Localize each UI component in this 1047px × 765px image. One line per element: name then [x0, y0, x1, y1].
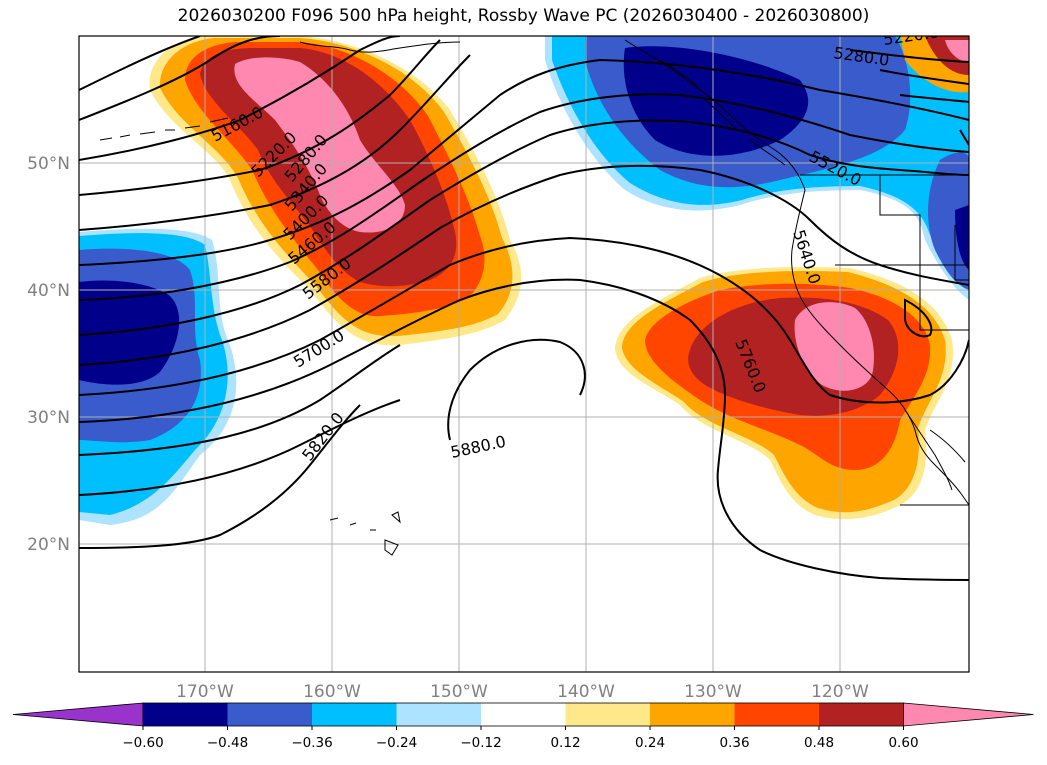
- colorbar-tick-label: 0.12: [550, 735, 580, 751]
- lon-label: 150°W: [430, 682, 488, 702]
- coastlines: [99, 39, 969, 556]
- colorbar-extend-low: [12, 702, 144, 727]
- colorbar-frame: [142, 702, 904, 727]
- colorbar-tick-label: −0.24: [376, 735, 417, 751]
- lon-label: 130°W: [684, 682, 742, 702]
- colorbar-tick-label: −0.60: [122, 735, 163, 751]
- lat-label: 50°N: [27, 154, 70, 174]
- latitude-labels: 50°N 40°N 30°N 20°N: [27, 154, 70, 555]
- colorbar-tick-label: −0.48: [207, 735, 248, 751]
- colorbar-tick-label: 0.24: [635, 735, 665, 751]
- colorbar-swatch: [143, 703, 228, 726]
- height-contours: [79, 36, 969, 581]
- colorbar-tick-label: 0.48: [804, 735, 834, 751]
- colorbar-extend-high: [903, 702, 1034, 727]
- colorbar-swatch: [734, 703, 820, 726]
- colorbar-swatch: [227, 703, 313, 726]
- colorbar-swatch: [396, 703, 482, 726]
- colorbar-swatch: [565, 703, 651, 726]
- colorbar-tick-label: −0.36: [291, 735, 332, 751]
- colorbar-swatch: [481, 703, 566, 726]
- lat-label: 40°N: [27, 281, 70, 301]
- longitude-labels: 170°W 160°W 150°W 140°W 130°W 120°W: [176, 682, 869, 702]
- colorbar-tick-label: 0.60: [888, 735, 918, 751]
- colorbar-swatch: [312, 703, 397, 726]
- negative-anomaly-west: [79, 228, 237, 525]
- colorbar-swatch: [819, 703, 904, 726]
- lat-label: 30°N: [27, 408, 70, 428]
- lon-label: 170°W: [176, 682, 234, 702]
- map-plot-area: 5160.0 5220.0 5280.0 5340.0 5400.0 5460.…: [79, 36, 969, 672]
- gridlines: [79, 36, 969, 672]
- colorbar-tick-label: 0.36: [719, 735, 749, 751]
- lat-label: 20°N: [27, 535, 70, 555]
- chart-title: 2026030200 F096 500 hPa height, Rossby W…: [177, 6, 870, 26]
- colorbar: −0.60 −0.48 −0.36 −0.24 −0.12 0.12 0.24 0.36 0.4…: [12, 702, 1034, 751]
- map-frame: [78, 35, 970, 673]
- colorbar-swatch: [650, 703, 735, 726]
- lon-label: 160°W: [303, 682, 361, 702]
- colorbar-tick-label: −0.12: [460, 735, 501, 751]
- lon-label: 140°W: [557, 682, 615, 702]
- lon-label: 120°W: [811, 682, 869, 702]
